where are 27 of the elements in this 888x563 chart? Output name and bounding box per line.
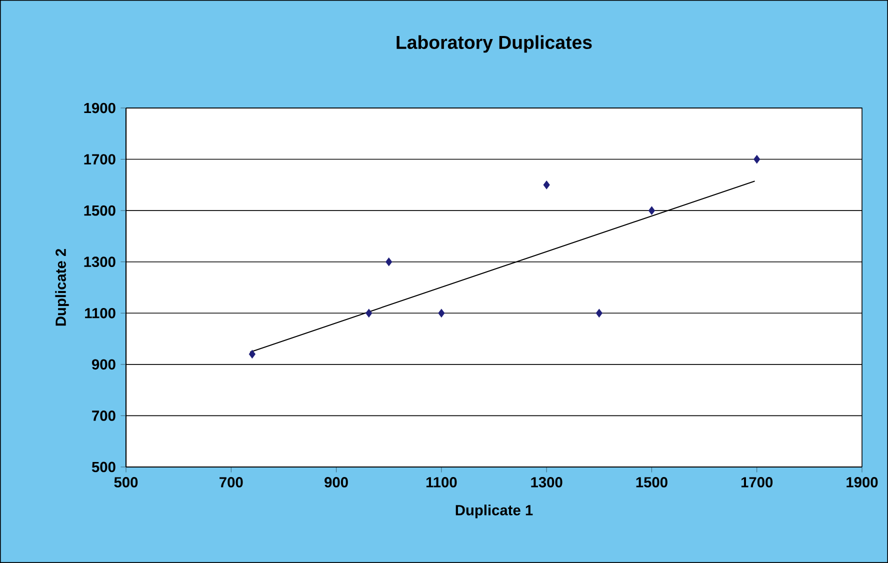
y-tick-label: 1700 bbox=[84, 154, 116, 164]
y-tick-label: 1500 bbox=[84, 205, 116, 216]
x-tick-label: 700 bbox=[220, 477, 243, 488]
x-tick-label: 1900 bbox=[846, 477, 878, 488]
y-tick-label: 500 bbox=[92, 462, 116, 472]
y-tick-label: 700 bbox=[92, 410, 116, 421]
point bbox=[386, 258, 392, 266]
x-tick-label: 1100 bbox=[426, 477, 457, 488]
y-tick-label: 1100 bbox=[85, 308, 116, 318]
point bbox=[438, 308, 445, 318]
x-tick-label: 900 bbox=[324, 477, 348, 488]
x-axis-title: Duplicate 1 bbox=[456, 504, 533, 518]
y-tick-label: 900 bbox=[92, 359, 116, 370]
point bbox=[248, 350, 256, 358]
y-tick-label: 1300 bbox=[84, 256, 116, 268]
point bbox=[596, 308, 602, 318]
point bbox=[366, 308, 372, 318]
x-tick-label: 1300 bbox=[531, 477, 562, 488]
point bbox=[754, 155, 760, 164]
point bbox=[648, 206, 655, 215]
y-tick-label: 1900 bbox=[84, 102, 116, 114]
x-tick-label: 1700 bbox=[741, 477, 773, 488]
x-tick-label: 1500 bbox=[636, 477, 668, 488]
chart-title: Laboratory Duplicates bbox=[396, 35, 592, 53]
x-tick-label: 500 bbox=[114, 477, 138, 488]
point bbox=[543, 180, 550, 190]
y-axis-title: Duplicate 2 bbox=[55, 248, 69, 326]
